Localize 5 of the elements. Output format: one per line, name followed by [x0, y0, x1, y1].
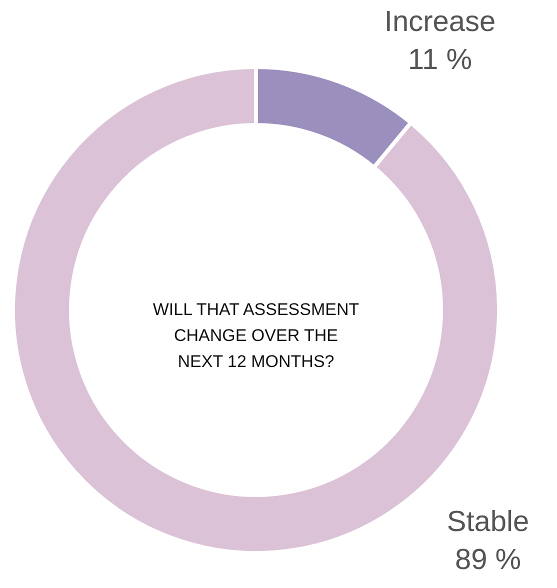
text: WILL THAT ASSESSMENT CHANGE OVER THE NEXT 12 MONTHS? — [152, 300, 360, 371]
slice-label: Increase — [384, 6, 496, 38]
data-label: 89 % — [454, 544, 522, 576]
slice-label: Stable — [446, 506, 530, 538]
data-label: 11 % — [408, 44, 472, 76]
